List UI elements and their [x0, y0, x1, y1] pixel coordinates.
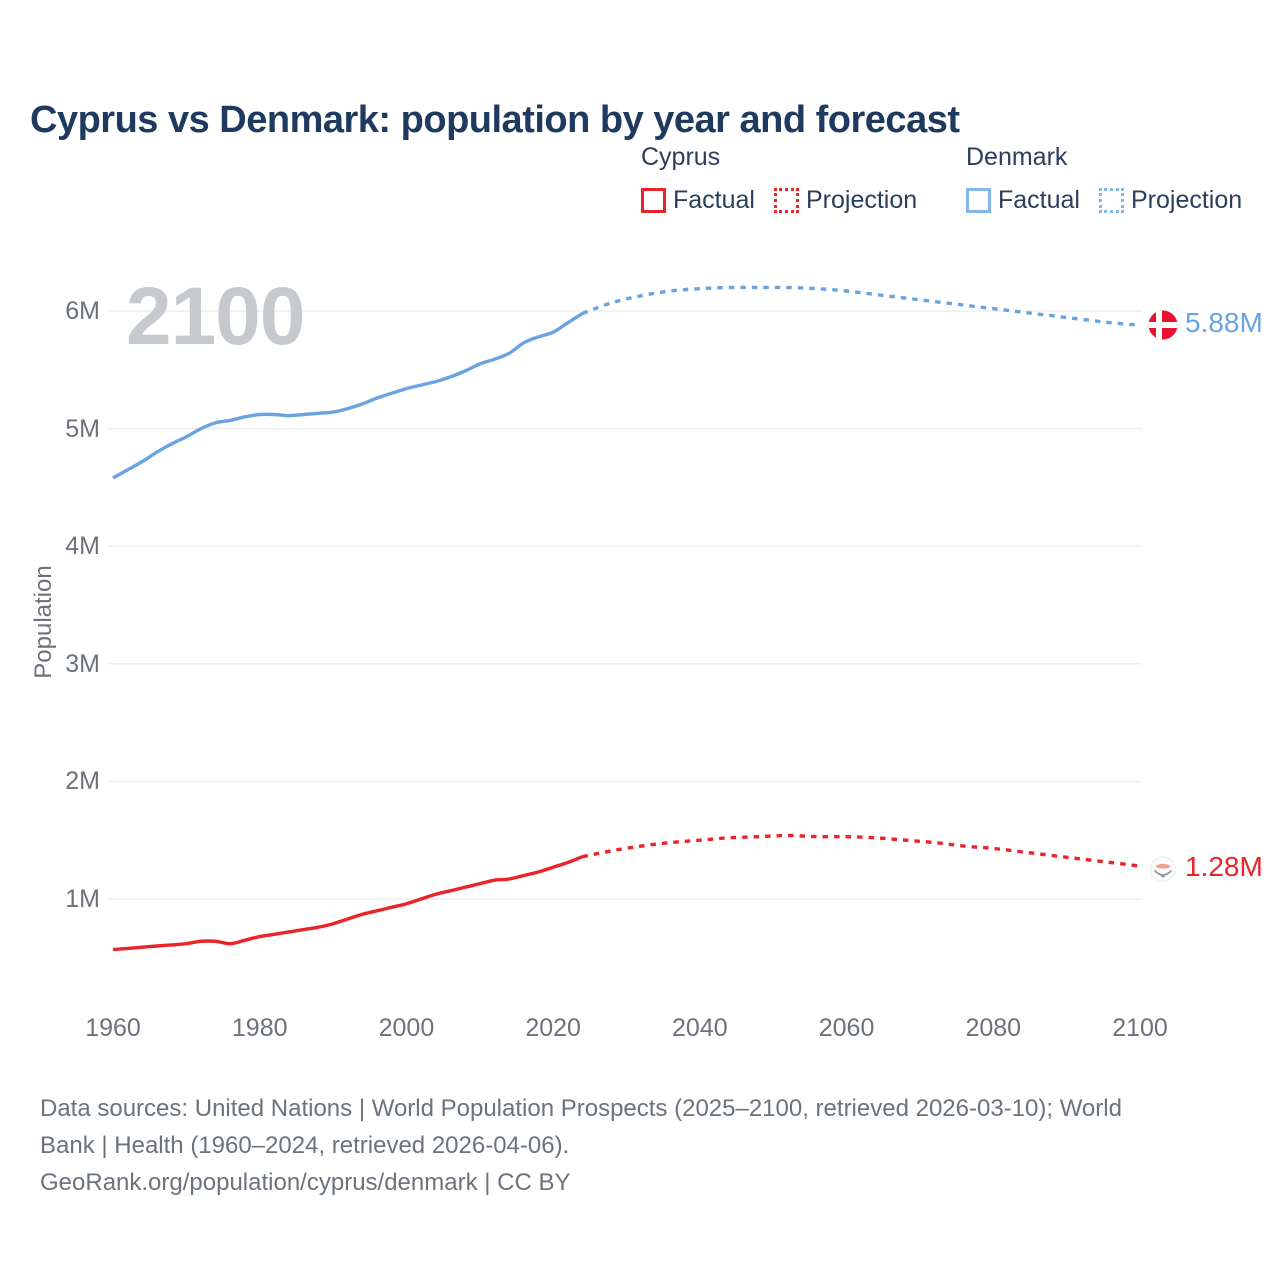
legend-item-label: Factual	[673, 186, 755, 214]
footer-attribution: GeoRank.org/population/cyprus/denmark | …	[40, 1169, 571, 1196]
legend-item-label: Projection	[1130, 186, 1243, 214]
x-tick-2000: 2000	[378, 1014, 435, 1042]
x-tick-1980: 1980	[231, 1014, 288, 1042]
legend-item-denmark-projection[interactable]: Projection	[1098, 186, 1243, 215]
page-title: Cyprus vs Denmark: population by year an…	[30, 99, 960, 142]
cyprus-end-value: 1.28M	[1185, 851, 1263, 882]
denmark-flag-icon	[1148, 310, 1178, 340]
cyprus-flag-icon	[1150, 856, 1176, 882]
legend-item-cyprus-factual[interactable]: Factual	[641, 186, 755, 215]
x-tick-2080: 2080	[965, 1014, 1022, 1042]
y-tick-3M: 3M	[65, 649, 100, 678]
y-tick-1M: 1M	[65, 885, 100, 913]
legend-item-label: Factual	[998, 186, 1080, 214]
legend-swatch-dotted	[1098, 188, 1124, 213]
legend-group-title-cyprus: Cyprus	[641, 143, 721, 171]
legend-swatch-solid	[966, 188, 991, 213]
x-tick-1960: 1960	[85, 1014, 141, 1042]
y-tick-2M: 2M	[65, 767, 100, 796]
legend-group-title-denmark: Denmark	[966, 143, 1068, 171]
cyprus-projection-line	[582, 833, 1141, 868]
footer-data-sources-line2: Bank | Health (1960–2024, retrieved 2026…	[40, 1132, 570, 1159]
y-tick-5M: 5M	[65, 414, 100, 443]
x-tick-2060: 2060	[818, 1014, 875, 1042]
watermark-year: 2100	[126, 271, 305, 362]
legend-item-label: Projection	[805, 186, 918, 214]
x-tick-2040: 2040	[672, 1014, 728, 1042]
cyprus-factual-line	[112, 855, 584, 952]
legend-group-cyprus: Cyprus Factual Projection	[641, 143, 917, 215]
y-tick-4M: 4M	[65, 532, 100, 561]
x-tick-2020: 2020	[525, 1014, 581, 1042]
y-axis-title: Population	[30, 565, 57, 679]
footer-data-sources-line1: Data sources: United Nations | World Pop…	[40, 1095, 1122, 1122]
legend-swatch-solid	[641, 188, 666, 213]
legend-item-denmark-factual[interactable]: Factual	[966, 186, 1080, 215]
footer: Data sources: United Nations | World Pop…	[40, 1090, 1250, 1201]
legend-group-denmark: Denmark Factual Projection	[966, 143, 1242, 215]
legend-swatch-dotted	[773, 188, 799, 213]
x-tick-2100: 2100	[1112, 1014, 1168, 1042]
denmark-projection-line	[581, 285, 1141, 327]
denmark-end-value: 5.88M	[1185, 307, 1263, 338]
y-tick-6M: 6M	[65, 297, 100, 325]
legend-item-cyprus-projection[interactable]: Projection	[773, 186, 918, 215]
